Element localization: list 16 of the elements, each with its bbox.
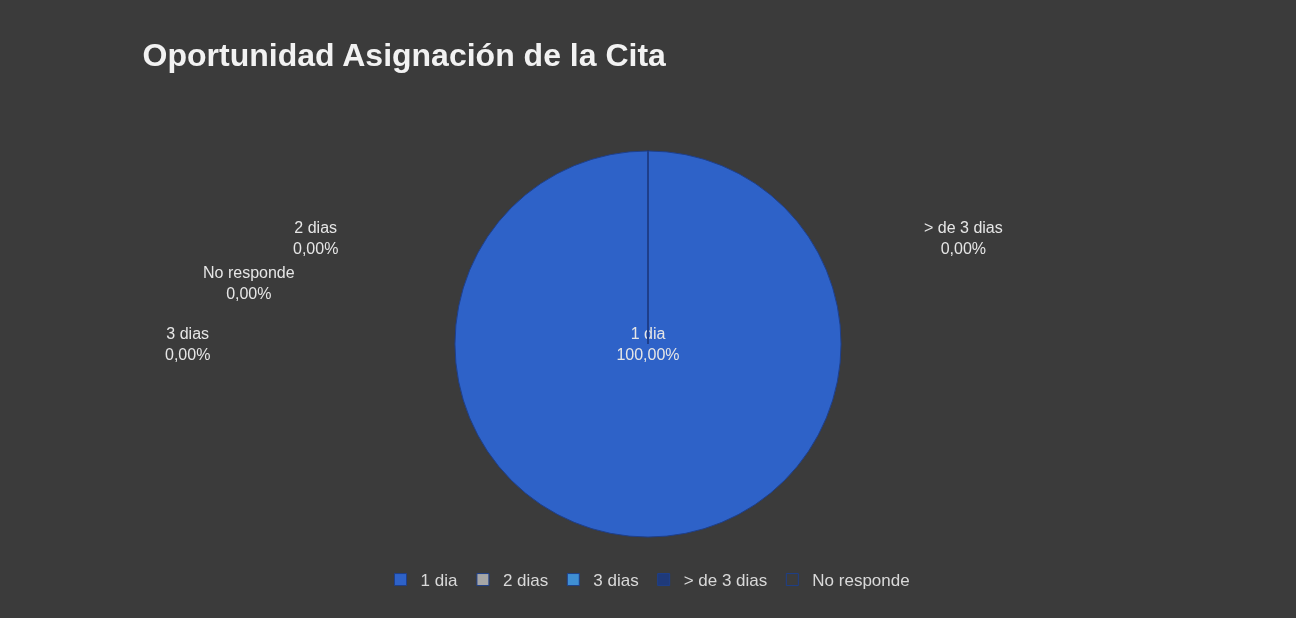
category-label: 2 dias: [294, 219, 338, 236]
category-label: > de 3 dias: [924, 219, 1003, 236]
legend-label: 1 dia: [420, 571, 458, 591]
legend-label: 3 dias: [593, 571, 639, 591]
category-label: No responde: [203, 264, 295, 281]
category-label: 3 dias: [166, 325, 210, 342]
text: 0,00%: [226, 284, 272, 302]
legend-label: > de 3 dias: [683, 571, 768, 591]
legend-label: 2 dias: [502, 571, 549, 591]
chart-title: Oportunidad Asignación de la Cita: [142, 36, 667, 73]
text: 0,00%: [293, 239, 339, 257]
slice-label: 1 dia: [630, 325, 666, 343]
legend-label: No responde: [812, 571, 910, 591]
text: 0,00%: [940, 239, 987, 257]
text: 0,00%: [165, 345, 211, 363]
data-label: 100,00%: [616, 345, 680, 363]
